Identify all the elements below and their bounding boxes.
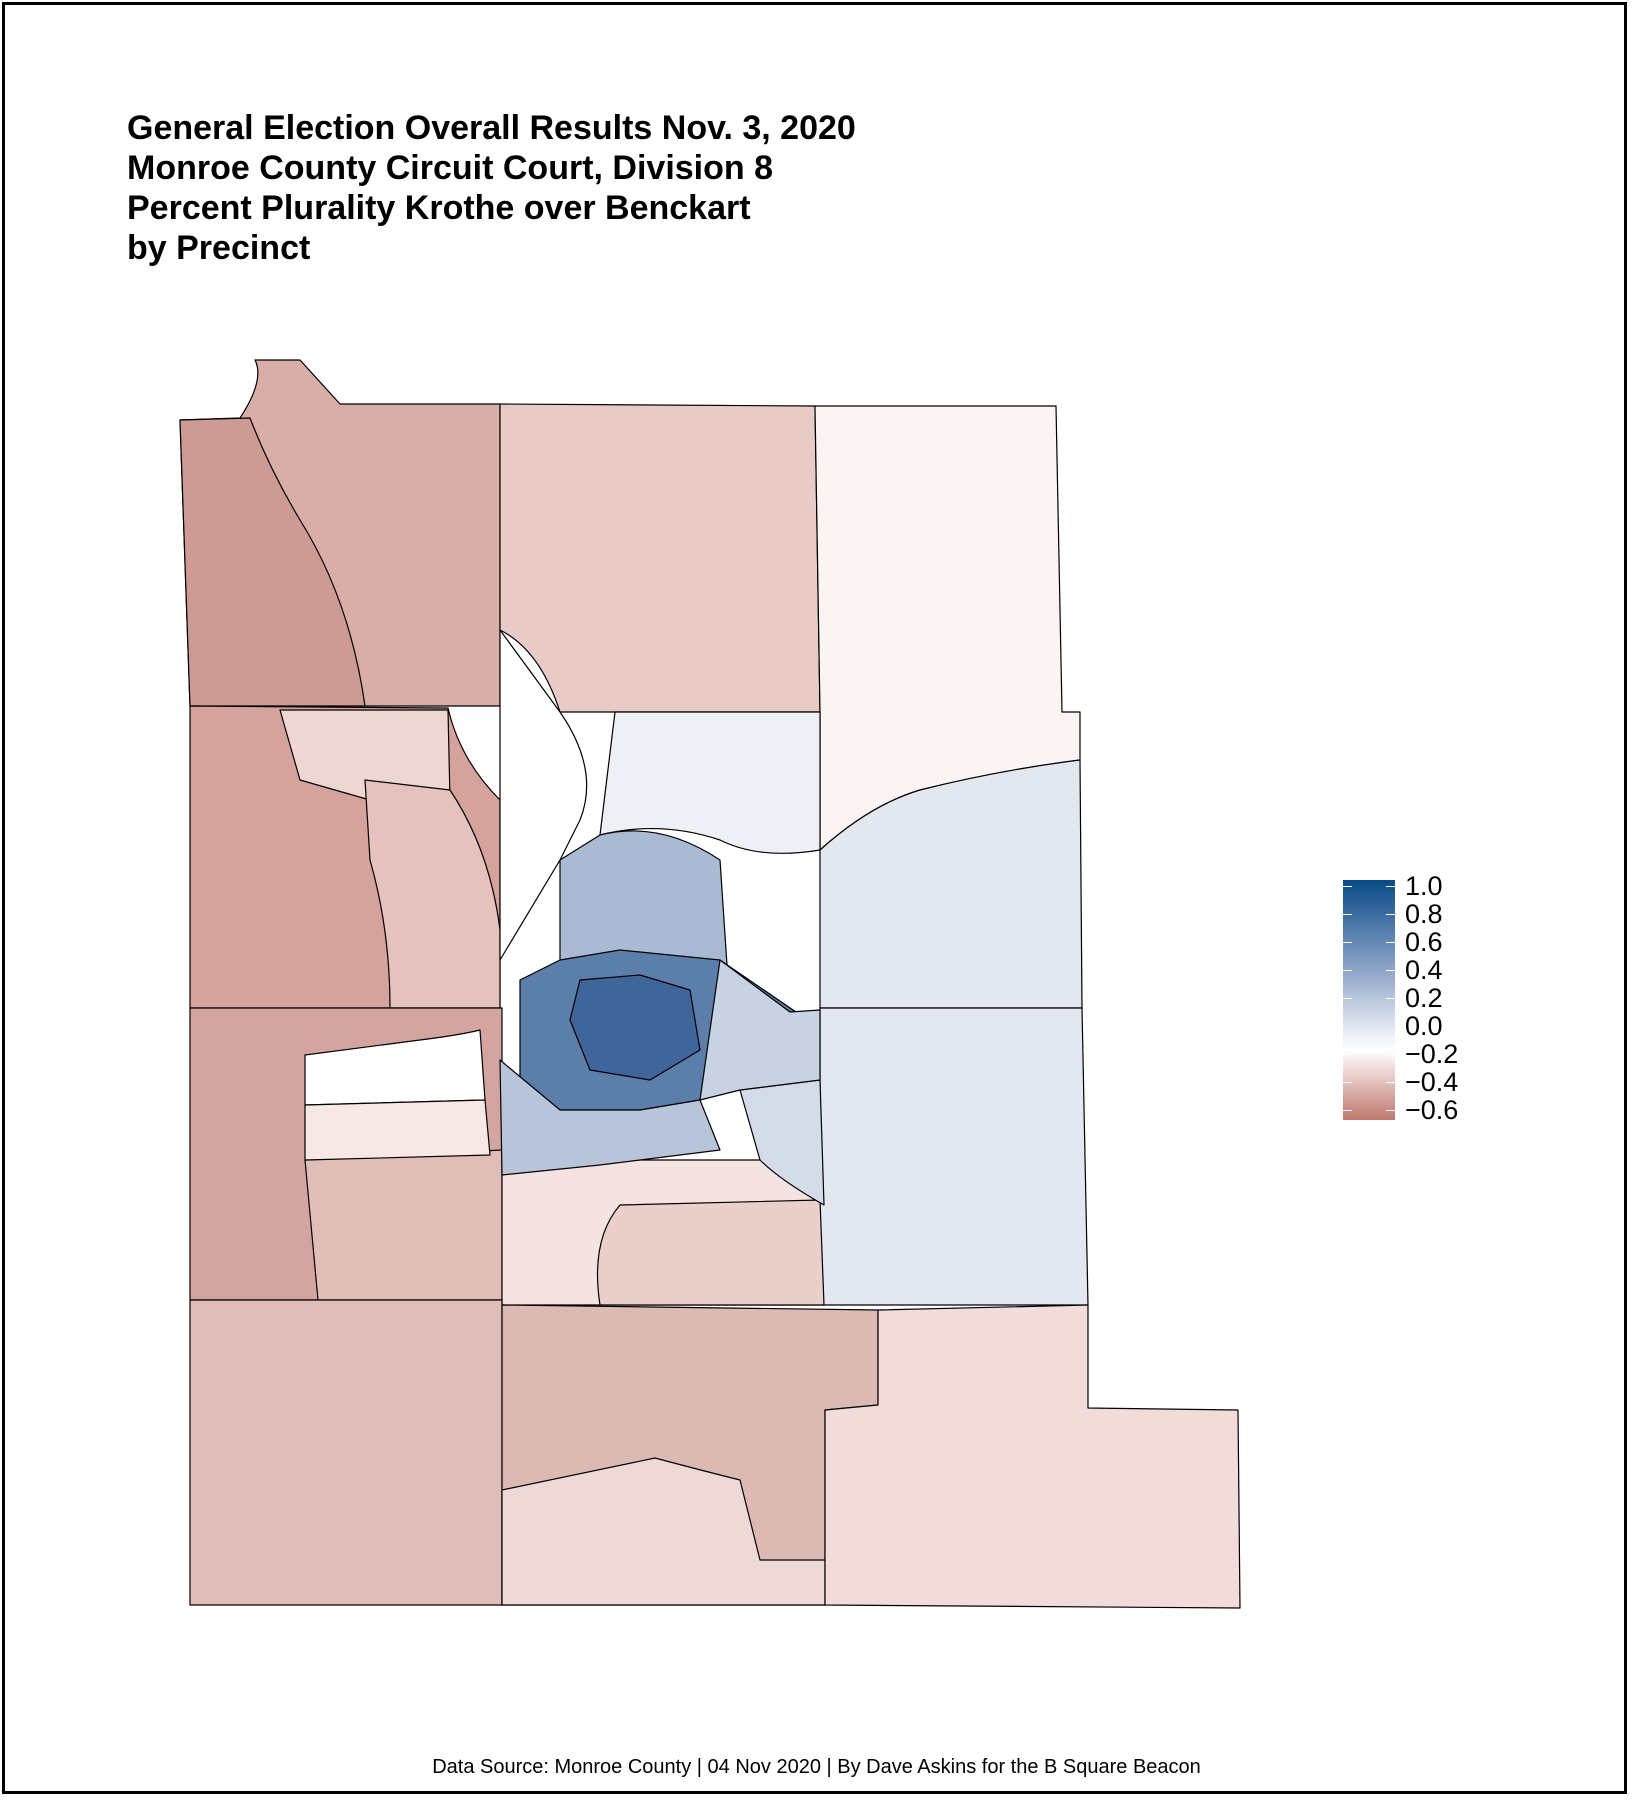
- legend-label: 0.8: [1405, 899, 1443, 929]
- legend-label: 0.2: [1405, 983, 1443, 1013]
- title-line-4: by Precinct: [127, 229, 311, 267]
- region-s-west: [189, 1299, 503, 1606]
- region-west-pink: [304, 1099, 491, 1161]
- legend-tick: [1386, 914, 1395, 915]
- region-city-inner: [569, 974, 701, 1081]
- legend-tick: [1343, 1110, 1352, 1111]
- data-source-caption: Data Source: Monroe County | 04 Nov 2020…: [432, 1756, 1201, 1778]
- title-line-3: Percent Plurality Krothe over Benckart: [127, 189, 751, 227]
- legend-tick: [1343, 1054, 1352, 1055]
- region-sse-blue: [739, 1079, 825, 1206]
- legend-tick: [1386, 1054, 1395, 1055]
- region-city-east: [699, 959, 821, 1101]
- region-city-south: [499, 1059, 721, 1176]
- legend-label: 0.4: [1405, 955, 1443, 985]
- region-se: [819, 1007, 1089, 1306]
- title-line-1: General Election Overall Results Nov. 3,…: [127, 109, 856, 147]
- legend-tick: [1343, 914, 1352, 915]
- legend-tick: [1386, 1110, 1395, 1111]
- legend-tick: [1386, 886, 1395, 887]
- legend-color-bar: [1343, 880, 1395, 1120]
- region-white-corridor: [499, 629, 588, 961]
- legend-label: −0.4: [1405, 1067, 1459, 1097]
- legend-tick: [1386, 1082, 1395, 1083]
- legend-tick: [1343, 1082, 1352, 1083]
- region-s-east: [824, 1304, 1241, 1609]
- legend-tick: [1386, 942, 1395, 943]
- region-sw-inner: [304, 1149, 503, 1301]
- legend-tick: [1343, 886, 1352, 887]
- title-line-2: Monroe County Circuit Court, Division 8: [127, 149, 774, 187]
- legend-tick: [1386, 970, 1395, 971]
- legend-tick: [1343, 942, 1352, 943]
- legend-label: 0.0: [1405, 1011, 1443, 1041]
- legend-label: 1.0: [1405, 871, 1443, 901]
- region-s-central-inner: [596, 1199, 825, 1306]
- region-e-lightblue: [819, 759, 1083, 1009]
- region-west-white: [304, 1029, 486, 1106]
- legend-label: 0.6: [1405, 927, 1443, 957]
- region-nw-west: [179, 417, 366, 707]
- legend-tick: [1386, 998, 1395, 999]
- legend-tick: [1343, 998, 1352, 999]
- region-ne-lightblue: [599, 711, 821, 854]
- legend-label: −0.2: [1405, 1039, 1459, 1069]
- legend-tick: [1343, 970, 1352, 971]
- legend-label: −0.6: [1405, 1095, 1459, 1125]
- region-n-central: [499, 403, 821, 713]
- map-title: General Election Overall Results Nov. 3,…: [127, 108, 856, 268]
